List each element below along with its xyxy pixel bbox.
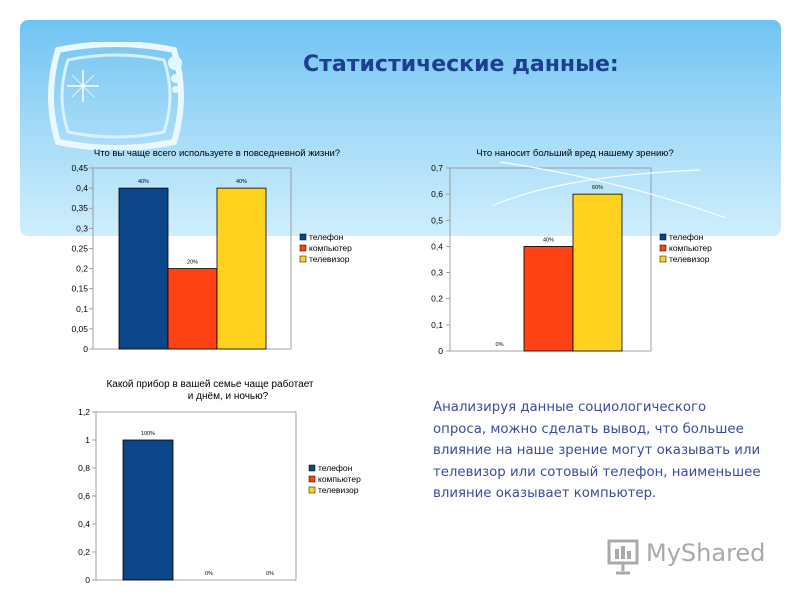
y-tick-label: 0,4 <box>78 519 90 529</box>
y-tick-label: 0,2 <box>76 264 88 274</box>
chart-title-line: Какой прибор в вашей семье чаще работает <box>106 378 313 390</box>
bar-0 <box>122 439 174 581</box>
decor-dot <box>168 56 182 70</box>
y-tick-label: 0 <box>83 344 88 354</box>
y-tick-label: 0 <box>85 575 90 585</box>
bar-1 <box>167 268 218 350</box>
page-title: Статистические данные: <box>303 52 619 77</box>
summary-text: Анализируя данные социологического опрос… <box>433 400 761 501</box>
legend-swatch <box>308 486 316 494</box>
data-label: 0% <box>205 571 213 577</box>
data-label: 40% <box>543 237 554 243</box>
plot-area <box>95 411 297 581</box>
y-tick-label: 0,4 <box>431 241 443 251</box>
y-tick-label: 0 <box>438 346 443 356</box>
y-tick-label: 0,15 <box>71 284 88 294</box>
y-tick-label: 1,2 <box>78 407 90 417</box>
legend-label: телевизор <box>669 254 710 264</box>
tv-screen-icon <box>48 42 184 150</box>
presentation-board-icon <box>607 539 639 575</box>
y-tick-label: 0,1 <box>76 304 88 314</box>
brand-text: MyShared <box>646 539 766 567</box>
y-tick-label: 0,8 <box>78 463 90 473</box>
legend-label: телефон <box>318 463 353 473</box>
chart-title-line: и днём, и ночью? <box>188 391 269 402</box>
y-tick-label: 0,3 <box>431 268 443 278</box>
y-tick-label: 0,2 <box>78 547 90 557</box>
data-label: 0% <box>496 342 504 348</box>
legend-swatch <box>299 244 307 252</box>
legend-label: телевизор <box>318 485 359 495</box>
legend-swatch <box>308 464 316 472</box>
y-tick-label: 1 <box>85 435 90 445</box>
legend-swatch <box>659 244 667 252</box>
legend-swatch <box>659 255 667 263</box>
data-label: 0% <box>266 571 274 577</box>
y-tick-label: 0,2 <box>431 294 443 304</box>
legend-label: телевизор <box>309 254 350 264</box>
brand-logo: MyShared <box>606 535 766 575</box>
legend-swatch <box>308 475 316 483</box>
legend-label: компьютер <box>669 243 712 253</box>
bar-1 <box>523 246 574 352</box>
data-label: 20% <box>187 260 198 266</box>
y-tick-label: 0,25 <box>71 243 88 253</box>
y-tick-label: 0,1 <box>431 320 443 330</box>
y-tick-label: 0,6 <box>78 491 90 501</box>
legend-label: компьютер <box>309 243 352 253</box>
legend-swatch <box>299 255 307 263</box>
legend-label: компьютер <box>318 474 361 484</box>
decor-dot <box>172 86 179 93</box>
data-label: 100% <box>141 431 155 437</box>
decor-dot <box>171 74 180 83</box>
y-tick-label: 0,05 <box>71 324 88 334</box>
